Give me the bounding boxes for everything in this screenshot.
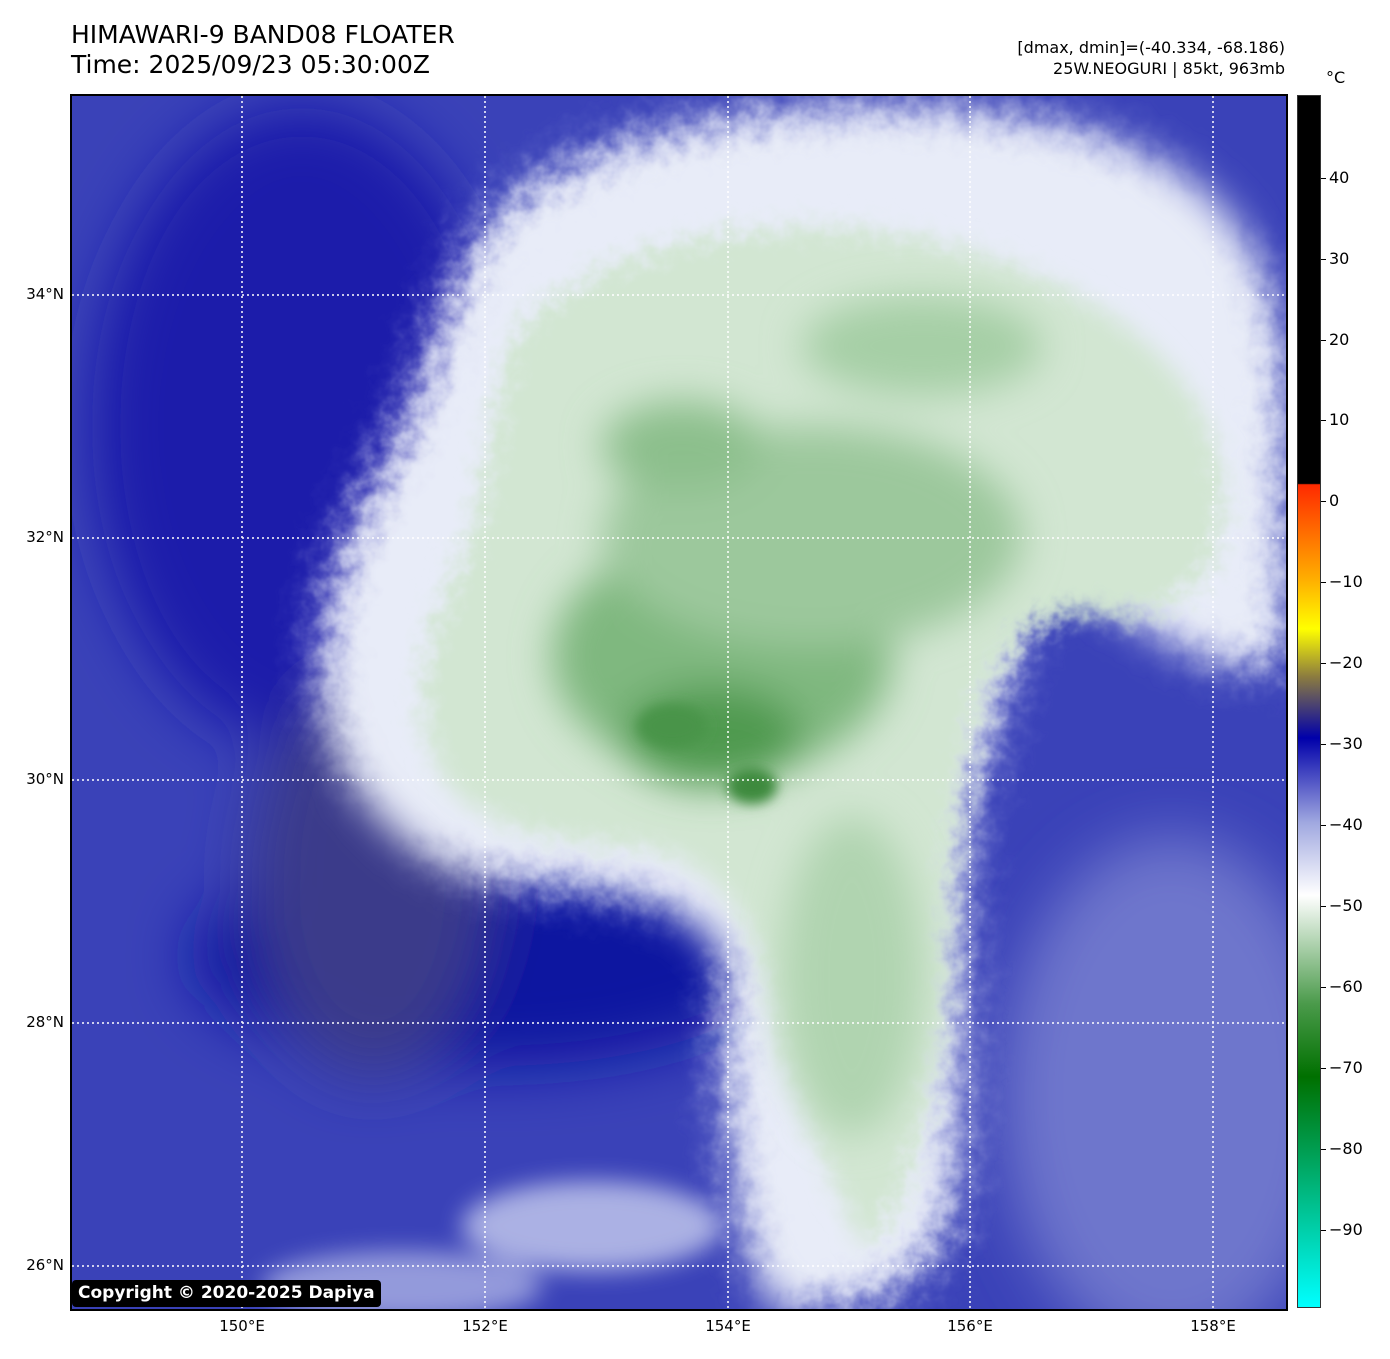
lon-label-154e: 154°E [705,1317,751,1335]
colorbar-tick [1321,420,1326,421]
lon-label-150e: 150°E [219,1317,265,1335]
colorbar-tick [1321,501,1326,502]
graticule [72,96,1286,1309]
colorbar-label-minus30: −30 [1329,734,1363,753]
colorbar-label-20: 20 [1329,330,1350,349]
colorbar-label-minus90: −90 [1329,1220,1363,1239]
colorbar-tick [1321,663,1326,664]
colorbar-label-minus80: −80 [1329,1139,1363,1158]
colorbar-label-minus70: −70 [1329,1058,1363,1077]
satellite-map [70,94,1288,1311]
storm-info: 25W.NEOGURI | 85kt, 963mb [1053,59,1285,78]
colorbar-tick [1321,744,1326,745]
colorbar-tick [1321,259,1326,260]
colorbar-tick [1321,825,1326,826]
colorbar-label-minus20: −20 [1329,653,1363,672]
colorbar-tick [1321,1068,1326,1069]
satellite-imagery [72,96,1286,1309]
lat-label-32n: 32°N [26,528,64,546]
image-time: Time: 2025/09/23 05:30:00Z [71,50,430,79]
lon-label-152e: 152°E [462,1317,508,1335]
colorbar-tick [1321,987,1326,988]
colorbar-unit: °C [1326,68,1346,87]
lat-label-28n: 28°N [26,1013,64,1031]
colorbar-label-minus10: −10 [1329,572,1363,591]
copyright-badge: Copyright © 2020-2025 Dapiya [72,1280,381,1307]
lat-label-26n: 26°N [26,1256,64,1274]
lon-label-156e: 156°E [947,1317,993,1335]
image-title: HIMAWARI-9 BAND08 FLOATER [71,20,455,49]
lon-label-158e: 158°E [1190,1317,1236,1335]
colorbar [1297,95,1321,1308]
colorbar-tick [1321,582,1326,583]
colorbar-label-30: 30 [1329,249,1350,268]
colorbar-tick [1321,1149,1326,1150]
colorbar-tick [1321,906,1326,907]
colorbar-label-minus40: −40 [1329,815,1363,834]
lat-label-34n: 34°N [26,285,64,303]
colorbar-tick [1321,340,1326,341]
colorbar-label-10: 10 [1329,410,1350,429]
colorbar-tick [1321,178,1326,179]
colorbar-label-0: 0 [1329,491,1340,510]
colorbar-tick [1321,1230,1326,1231]
colorbar-label-minus50: −50 [1329,896,1363,915]
lat-label-30n: 30°N [26,770,64,788]
colorbar-label-minus60: −60 [1329,977,1363,996]
colorbar-label-40: 40 [1329,168,1350,187]
data-range: [dmax, dmin]=(-40.334, -68.186) [1017,38,1285,57]
